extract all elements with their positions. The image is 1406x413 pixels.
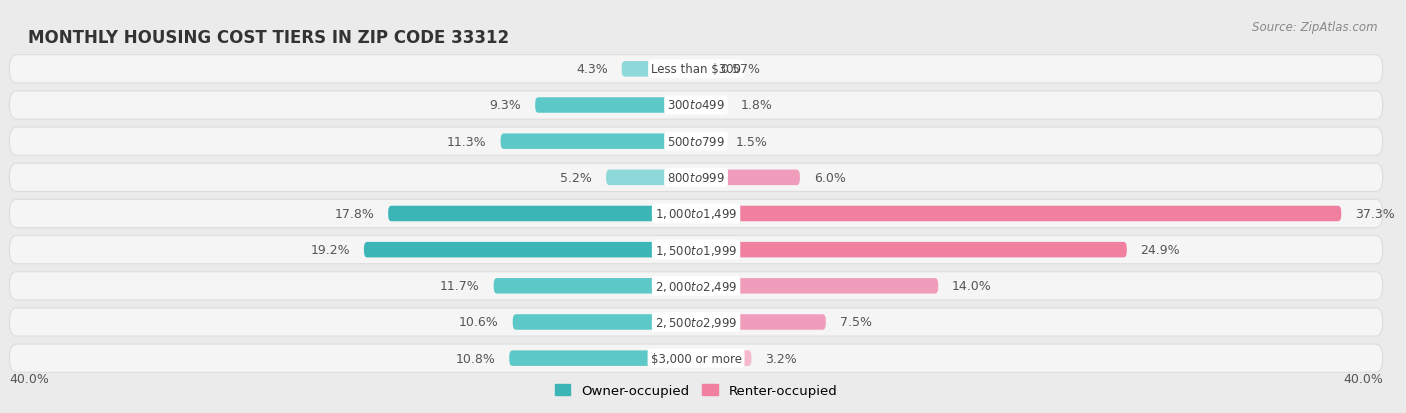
Legend: Owner-occupied, Renter-occupied: Owner-occupied, Renter-occupied (550, 379, 842, 403)
Text: 10.8%: 10.8% (456, 352, 495, 365)
Text: 11.7%: 11.7% (440, 280, 479, 292)
Text: 9.3%: 9.3% (489, 99, 522, 112)
Text: 24.9%: 24.9% (1140, 244, 1180, 256)
Text: MONTHLY HOUSING COST TIERS IN ZIP CODE 33312: MONTHLY HOUSING COST TIERS IN ZIP CODE 3… (28, 29, 509, 47)
FancyBboxPatch shape (606, 170, 696, 185)
Text: 4.3%: 4.3% (576, 63, 607, 76)
FancyBboxPatch shape (10, 236, 1382, 264)
FancyBboxPatch shape (696, 98, 727, 114)
FancyBboxPatch shape (10, 272, 1382, 300)
Text: $300 to $499: $300 to $499 (668, 99, 725, 112)
FancyBboxPatch shape (696, 206, 1341, 222)
Text: $1,500 to $1,999: $1,500 to $1,999 (655, 243, 737, 257)
Text: 6.0%: 6.0% (814, 171, 845, 184)
Text: $1,000 to $1,499: $1,000 to $1,499 (655, 207, 737, 221)
Text: 37.3%: 37.3% (1355, 207, 1395, 221)
Text: Less than $300: Less than $300 (651, 63, 741, 76)
FancyBboxPatch shape (10, 308, 1382, 336)
Text: $2,000 to $2,499: $2,000 to $2,499 (655, 279, 737, 293)
Text: 1.5%: 1.5% (735, 135, 768, 148)
FancyBboxPatch shape (696, 242, 1126, 258)
Text: 7.5%: 7.5% (839, 316, 872, 329)
FancyBboxPatch shape (388, 206, 696, 222)
FancyBboxPatch shape (696, 170, 800, 185)
FancyBboxPatch shape (10, 56, 1382, 84)
Text: 3.2%: 3.2% (765, 352, 797, 365)
Text: Source: ZipAtlas.com: Source: ZipAtlas.com (1253, 21, 1378, 33)
Text: $800 to $999: $800 to $999 (668, 171, 725, 184)
Text: 1.8%: 1.8% (741, 99, 773, 112)
FancyBboxPatch shape (10, 164, 1382, 192)
FancyBboxPatch shape (696, 278, 938, 294)
Text: 11.3%: 11.3% (447, 135, 486, 148)
FancyBboxPatch shape (696, 351, 751, 366)
FancyBboxPatch shape (696, 314, 825, 330)
FancyBboxPatch shape (10, 128, 1382, 156)
FancyBboxPatch shape (10, 92, 1382, 120)
FancyBboxPatch shape (364, 242, 696, 258)
Text: 19.2%: 19.2% (311, 244, 350, 256)
Text: 5.2%: 5.2% (561, 171, 592, 184)
Text: 40.0%: 40.0% (10, 372, 49, 385)
FancyBboxPatch shape (509, 351, 696, 366)
FancyBboxPatch shape (536, 98, 696, 114)
FancyBboxPatch shape (621, 62, 696, 77)
Text: 17.8%: 17.8% (335, 207, 374, 221)
FancyBboxPatch shape (696, 62, 706, 77)
FancyBboxPatch shape (513, 314, 696, 330)
FancyBboxPatch shape (10, 200, 1382, 228)
Text: 10.6%: 10.6% (460, 316, 499, 329)
Text: 40.0%: 40.0% (1343, 372, 1382, 385)
FancyBboxPatch shape (494, 278, 696, 294)
Text: $2,500 to $2,999: $2,500 to $2,999 (655, 315, 737, 329)
Text: 0.57%: 0.57% (720, 63, 759, 76)
FancyBboxPatch shape (696, 134, 723, 150)
Text: $3,000 or more: $3,000 or more (651, 352, 741, 365)
Text: $500 to $799: $500 to $799 (668, 135, 725, 148)
Text: 14.0%: 14.0% (952, 280, 991, 292)
FancyBboxPatch shape (10, 344, 1382, 373)
FancyBboxPatch shape (501, 134, 696, 150)
